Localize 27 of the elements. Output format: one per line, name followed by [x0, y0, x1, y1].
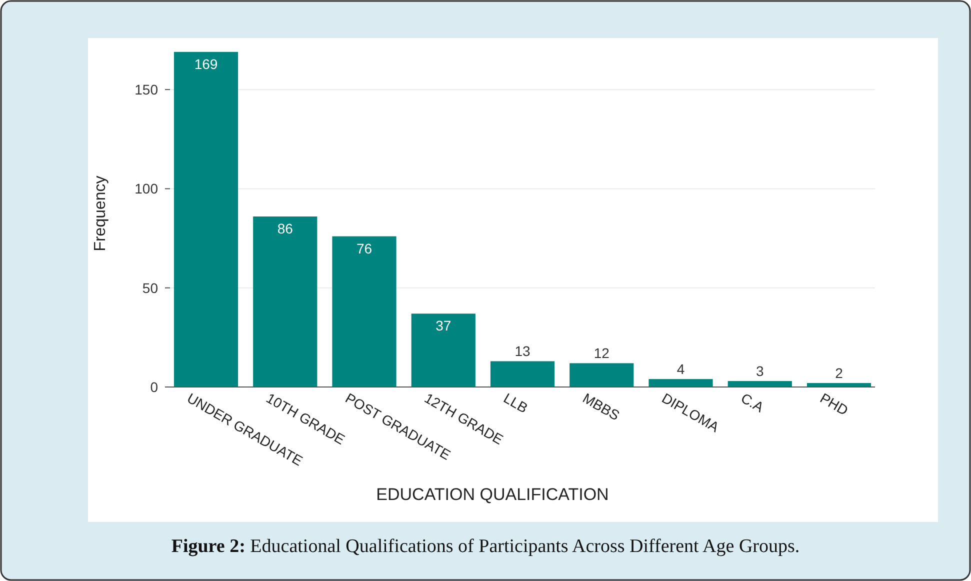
bar	[490, 361, 555, 387]
y-tick-label: 50	[142, 280, 158, 296]
bar	[253, 216, 318, 387]
bar	[411, 314, 476, 387]
x-axis-title: EDUCATION QUALIFICATION	[376, 485, 609, 504]
y-axis-title: Frequency	[92, 176, 109, 252]
caption: Figure 2: Educational Qualifications of Participants Across Different Age Groups.	[171, 536, 800, 557]
bar	[648, 379, 713, 387]
data-label: 2	[835, 365, 844, 382]
data-label: 3	[756, 363, 764, 380]
data-label: 37	[436, 318, 452, 334]
data-label: 4	[676, 361, 685, 378]
y-tick-label: 150	[134, 81, 158, 98]
bar	[332, 236, 396, 387]
y-tick-label: 0	[150, 378, 158, 395]
x-tick-label: C.A	[738, 390, 768, 416]
bar	[174, 52, 238, 387]
x-tick-label: PHD	[817, 390, 852, 418]
bar	[570, 363, 634, 387]
bar	[728, 381, 792, 387]
data-label: 12	[594, 345, 610, 362]
data-label: 169	[194, 56, 218, 72]
data-label: 13	[514, 343, 530, 360]
x-tick-label: LLB	[500, 390, 531, 416]
y-tick-label: 100	[134, 180, 158, 197]
data-label: 76	[356, 240, 372, 256]
data-label: 86	[277, 220, 294, 236]
